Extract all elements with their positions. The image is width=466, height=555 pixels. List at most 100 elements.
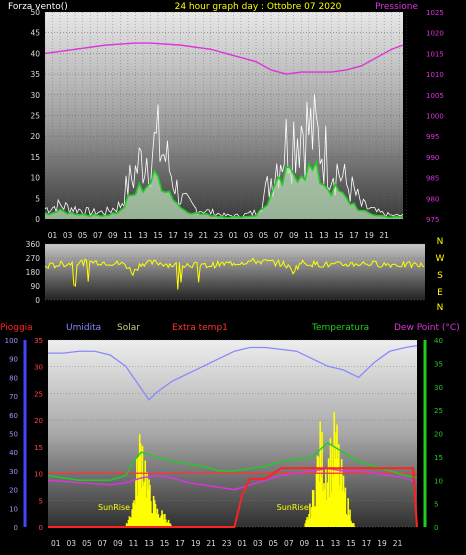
panel3-ytick-temp: 0	[434, 524, 438, 532]
panel3-ytick-humidity: 10	[9, 505, 18, 513]
panel2-ytick: 270	[26, 254, 41, 263]
panel3-ytick-humidity: 20	[9, 487, 18, 495]
wind-avg-line	[44, 159, 404, 219]
panel3-xtick: 19	[377, 539, 387, 548]
panel3-xtick: 05	[269, 539, 279, 548]
panel1-ytick-right: 985	[426, 175, 439, 183]
panel2-ytick: 360	[26, 240, 41, 249]
panel3-ytick-temp: 40	[434, 337, 443, 345]
panel3-ytick-humidity: 60	[9, 412, 18, 420]
compass-label: N	[437, 303, 444, 313]
panel2-ytick: 0	[35, 296, 40, 305]
panel3-ytick-humidity: 70	[9, 393, 18, 401]
panel1-xtick: 21	[379, 231, 389, 240]
panel1-xtick: 17	[349, 231, 359, 240]
panel3-xtick: 17	[175, 539, 185, 548]
panel1-xtick: 01	[48, 231, 58, 240]
panel3-xtick: 01	[237, 539, 247, 548]
panel1-ytick-right: 990	[426, 154, 439, 162]
label-solar: Solar	[117, 323, 140, 333]
panel1-ytick-left: 35	[30, 70, 40, 79]
panel1-ytick-left: 10	[30, 174, 40, 183]
label-dewpoint: Dew Point (°C)	[394, 323, 460, 333]
panel1-ytick-left: 45	[30, 29, 40, 38]
panel3-xtick: 07	[284, 539, 294, 548]
panel1-ytick-left: 40	[30, 49, 40, 58]
panel1-xtick: 21	[199, 231, 209, 240]
panel1-ytick-right: 1010	[426, 71, 444, 79]
label-umidita: Umidita	[66, 323, 101, 333]
panel3-ytick-humidity: 80	[9, 374, 18, 382]
panel1-ytick-left: 15	[30, 153, 40, 162]
panel3-plot-area	[48, 340, 417, 527]
panel1-ytick-right: 975	[426, 216, 439, 224]
panel1-ytick-left: 0	[35, 215, 40, 224]
panel1-xtick: 19	[364, 231, 374, 240]
panel1-xtick: 01	[229, 231, 239, 240]
panel3-xtick: 11	[129, 539, 139, 548]
panel3-ytick-humidity: 50	[9, 431, 18, 439]
panel1-ytick-right: 1015	[426, 50, 444, 58]
panel3-ytick-rain: 20	[34, 417, 43, 425]
panel1-xtick: 03	[63, 231, 73, 240]
panel1-ytick-left: 20	[30, 132, 40, 141]
panel3-ytick-rain: 30	[34, 364, 43, 372]
panel3-xtick: 19	[191, 539, 201, 548]
header-left: Forza vento()	[8, 2, 68, 12]
panel3-ytick-rain: 0	[39, 524, 43, 532]
panel3-ytick-rain: 25	[34, 390, 43, 398]
panel1-xtick: 23	[214, 231, 224, 240]
panel1-ytick-right: 1020	[426, 30, 444, 38]
panel1-xtick: 07	[93, 231, 103, 240]
panel3-xtick: 03	[67, 539, 77, 548]
panel3-xtick: 03	[253, 539, 263, 548]
label-pioggia: Pioggia	[0, 323, 33, 333]
humidity-line	[48, 344, 418, 401]
panel3-ytick-temp: 20	[434, 431, 443, 439]
panel3-ytick-humidity: 100	[5, 337, 18, 345]
panel3-xtick: 07	[98, 539, 108, 548]
panel1-xtick: 13	[138, 231, 148, 240]
panel3-ytick-rain: 10	[34, 471, 43, 479]
panel3-xtick: 15	[346, 539, 356, 548]
panel3-xtick: 13	[144, 539, 154, 548]
pressure-line	[44, 42, 404, 75]
panel1-xtick: 05	[78, 231, 88, 240]
panel3-xtick: 01	[51, 539, 61, 548]
wind-avg-area	[45, 161, 403, 219]
panel3-ytick-temp: 5	[434, 501, 438, 509]
panel1-ytick-left: 5	[35, 194, 40, 203]
panel1-xtick: 03	[244, 231, 254, 240]
label-extra: Extra temp1	[172, 323, 228, 333]
panel3-ytick-humidity: 30	[9, 468, 18, 476]
panel1-ytick-right: 995	[426, 133, 439, 141]
panel1-xtick: 15	[153, 231, 163, 240]
panel1-ytick-left: 25	[30, 112, 40, 121]
panel1-plot-area	[45, 12, 403, 219]
header-center: 24 hour graph day : Ottobre 07 2020	[175, 2, 342, 12]
panel3-ytick-rain: 35	[34, 337, 43, 345]
panel3-ytick-humidity: 40	[9, 449, 18, 457]
panel3-xtick: 11	[315, 539, 325, 548]
rain-line	[48, 467, 418, 528]
panel3-ytick-rain: 15	[34, 444, 43, 452]
panel3-xtick: 17	[362, 539, 372, 548]
panel1-xtick: 07	[274, 231, 284, 240]
panel1-xtick: 19	[183, 231, 193, 240]
panel1-xtick: 13	[319, 231, 329, 240]
sunrise-label-2: SunRise	[277, 503, 309, 512]
panel2-ytick: 90	[30, 282, 40, 291]
panel1-xtick: 09	[289, 231, 299, 240]
panel1-ytick-right: 1025	[426, 9, 444, 17]
compass-label: S	[437, 271, 443, 281]
panel3-xtick: 23	[222, 539, 232, 548]
panel3-ytick-temp: 35	[434, 360, 443, 368]
panel3-ytick-humidity: 90	[9, 356, 18, 364]
dewpoint-line	[47, 467, 418, 491]
label-temperatura: Temperatura	[311, 323, 369, 333]
panel1-ytick-right: 1000	[426, 113, 444, 121]
panel1-ytick-right: 980	[426, 195, 439, 203]
panel3-xtick: 15	[160, 539, 170, 548]
panel1-ytick-left: 30	[30, 91, 40, 100]
